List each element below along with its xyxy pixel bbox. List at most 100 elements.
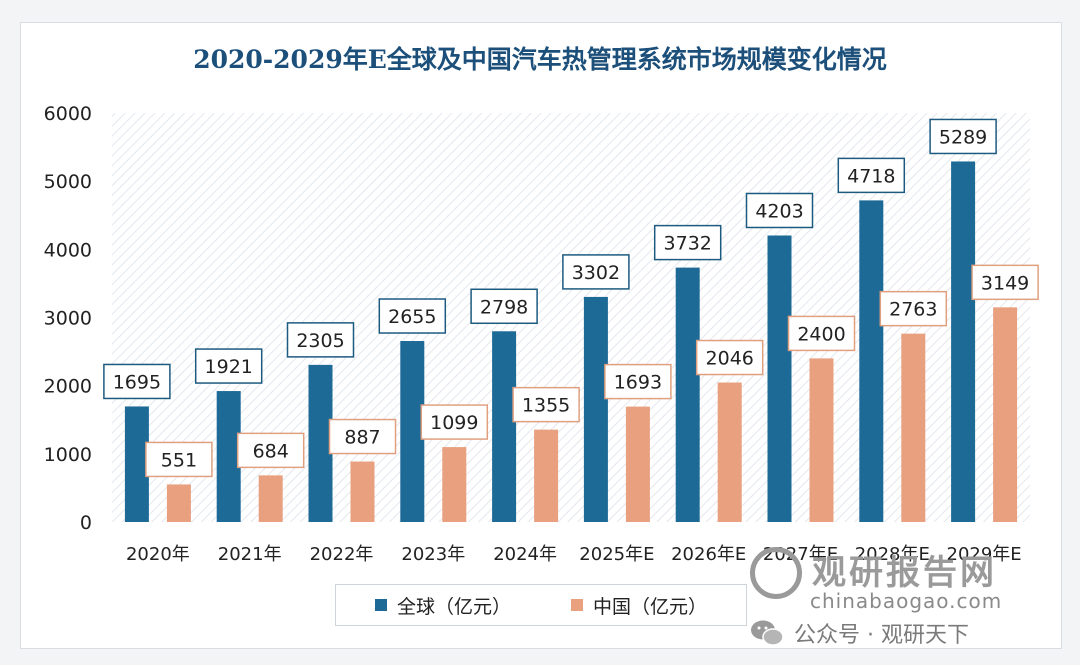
- data-label-global: 5289: [929, 118, 997, 155]
- bar-china: [442, 447, 467, 522]
- data-label-global: 2655: [378, 298, 447, 334]
- data-label-box: [470, 288, 538, 325]
- data-label-box: [236, 432, 305, 469]
- data-label-box: [420, 404, 489, 440]
- bar-china: [258, 475, 283, 522]
- data-label-box: [562, 254, 630, 290]
- bar-global: [400, 341, 425, 522]
- data-label-global: 2305: [286, 322, 355, 358]
- data-label-china: 551: [145, 441, 213, 478]
- x-tick-label: 2027年E: [763, 544, 838, 565]
- data-label-text: 2655: [388, 306, 436, 328]
- bar-global: [124, 406, 149, 522]
- bar-global: [492, 331, 517, 522]
- bar-global: [583, 296, 608, 522]
- data-label-box: [328, 418, 397, 455]
- bar-china: [534, 429, 559, 522]
- data-label-text: 887: [344, 427, 380, 449]
- bar-global: [859, 200, 884, 523]
- legend-label-global: 全球（亿元）: [396, 595, 511, 618]
- data-label-box: [695, 339, 764, 376]
- legend-swatch-china: [571, 599, 583, 611]
- data-label-text: 2305: [296, 330, 344, 352]
- data-label-china: 2763: [879, 290, 948, 327]
- chart-title: 2020-2029年E全球及中国汽车热管理系统市场规模变化情况: [193, 45, 887, 74]
- data-label-box: [837, 157, 906, 194]
- data-label-global: 4203: [745, 192, 814, 229]
- data-label-box: [879, 290, 948, 327]
- bar-china: [993, 307, 1018, 522]
- data-label-text: 684: [253, 440, 289, 462]
- y-tick-label: 4000: [44, 239, 92, 261]
- y-tick-label: 1000: [44, 444, 92, 466]
- y-tick-label: 2000: [44, 376, 92, 398]
- x-tick-label: 2028年E: [855, 544, 930, 565]
- legend-item-china: 中国（亿元）: [571, 592, 707, 619]
- data-label-box: [971, 264, 1039, 301]
- data-label-text: 1695: [113, 371, 161, 393]
- data-label-text: 4718: [847, 165, 895, 187]
- y-tick-label: 6000: [44, 103, 92, 125]
- data-label-box: [378, 298, 447, 334]
- data-label-china: 887: [328, 418, 397, 455]
- data-label-box: [512, 386, 580, 423]
- y-tick-label: 0: [80, 512, 92, 534]
- data-label-china: 3149: [971, 264, 1039, 301]
- data-label-text: 2400: [797, 323, 845, 345]
- data-label-china: 1693: [604, 363, 672, 400]
- data-label-global: 2798: [470, 288, 538, 325]
- bar-global: [767, 235, 792, 523]
- data-label-text: 4203: [755, 200, 803, 222]
- data-label-global: 3302: [562, 254, 630, 290]
- data-label-box: [286, 322, 355, 358]
- data-label-text: 3302: [572, 262, 620, 284]
- bar-global: [951, 161, 976, 523]
- y-tick-label: 3000: [44, 308, 92, 330]
- bar-china: [901, 333, 926, 522]
- data-label-text: 3149: [981, 272, 1029, 294]
- data-label-china: 1355: [512, 386, 580, 423]
- bar-china: [350, 461, 375, 522]
- data-label-box: [745, 192, 814, 229]
- legend-swatch-global: [374, 599, 387, 611]
- data-label-box: [145, 441, 213, 478]
- x-tick-label: 2024年: [493, 544, 557, 565]
- data-label-global: 4718: [837, 157, 906, 194]
- data-label-global: 1921: [194, 348, 263, 384]
- legend-item-global: 全球（亿元）: [374, 592, 511, 619]
- data-label-china: 1099: [420, 404, 489, 440]
- data-label-text: 1099: [430, 412, 478, 434]
- bar-china: [809, 358, 834, 522]
- data-label-text: 1693: [614, 372, 662, 394]
- data-label-box: [194, 348, 263, 384]
- data-label-text: 2798: [480, 296, 528, 318]
- bar-china: [166, 484, 191, 522]
- x-tick-label: 2025年E: [579, 544, 654, 565]
- x-tick-label: 2023年: [401, 544, 465, 565]
- data-label-text: 551: [161, 449, 197, 471]
- data-label-global: 3732: [653, 224, 722, 261]
- data-label-box: [653, 224, 722, 261]
- legend-label-china: 中国（亿元）: [593, 595, 708, 618]
- data-label-china: 2400: [787, 315, 856, 352]
- data-label-text: 1355: [522, 395, 570, 417]
- data-label-text: 5289: [939, 126, 987, 148]
- data-label-box: [929, 118, 997, 155]
- bar-global: [216, 391, 241, 522]
- data-label-text: 3732: [664, 233, 712, 255]
- chart-legend: 全球（亿元） 中国（亿元）: [335, 584, 747, 626]
- data-label-box: [604, 363, 672, 400]
- bar-china: [625, 406, 650, 522]
- bar-china: [717, 382, 742, 522]
- x-tick-label: 2029年E: [947, 544, 1022, 565]
- x-tick-label: 2020年: [126, 544, 190, 565]
- y-tick-label: 5000: [44, 171, 92, 193]
- data-label-global: 1695: [103, 363, 171, 400]
- data-label-china: 2046: [695, 339, 764, 376]
- data-label-china: 684: [236, 432, 305, 469]
- bar-global: [675, 267, 700, 522]
- data-label-box: [103, 363, 171, 400]
- data-label-text: 2046: [706, 348, 754, 370]
- data-label-text: 2763: [889, 299, 937, 321]
